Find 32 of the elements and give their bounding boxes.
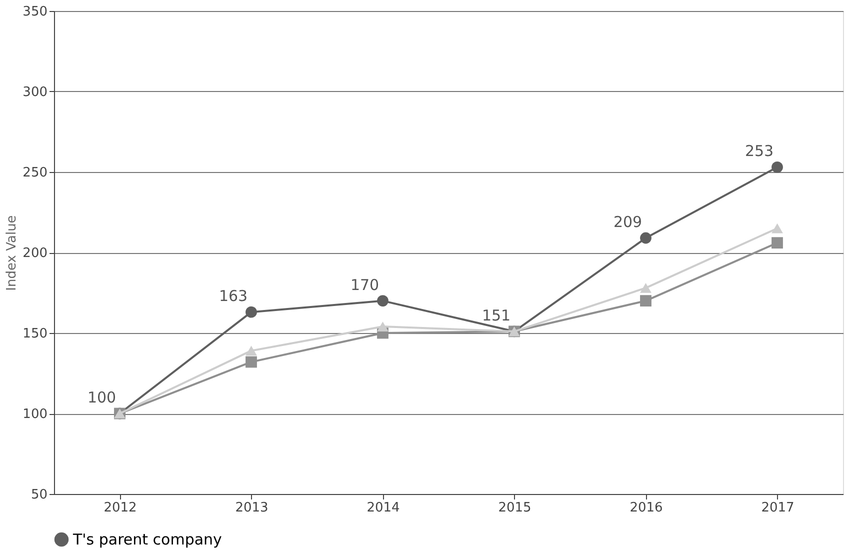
point [772,237,783,249]
x-tick-label: 2016 [630,500,663,516]
point [640,282,652,293]
y-tick-label: 50 [30,488,48,502]
y-axis-title: Index Value [4,215,20,291]
y-tick-label: 350 [22,4,48,20]
data-label: 253 [744,142,774,160]
point [246,306,257,318]
data-label: 163 [218,287,248,306]
data-label: 151 [482,306,511,324]
y-tick-label: 150 [22,326,48,342]
point [772,223,783,234]
legend-label: T's parent company [72,530,222,548]
y-tick-label: 300 [22,85,48,100]
x-tick-label: 2017 [761,500,794,516]
point [640,295,652,306]
point [772,161,783,173]
point [640,232,652,244]
point [246,346,257,356]
data-label: 170 [350,276,380,294]
x-tick-label: 2015 [498,500,532,516]
data-label: 100 [87,388,116,406]
x-tick-label: 2014 [366,500,400,516]
y-tick-label: 100 [22,407,48,422]
x-tick-label: 2012 [104,500,137,516]
point [377,322,388,332]
y-tick-label: 200 [22,246,48,261]
point [377,295,388,306]
y-tick-label: 250 [22,166,48,180]
point [246,356,257,368]
x-tick-label: 2013 [235,500,268,516]
data-label: 209 [613,213,642,232]
